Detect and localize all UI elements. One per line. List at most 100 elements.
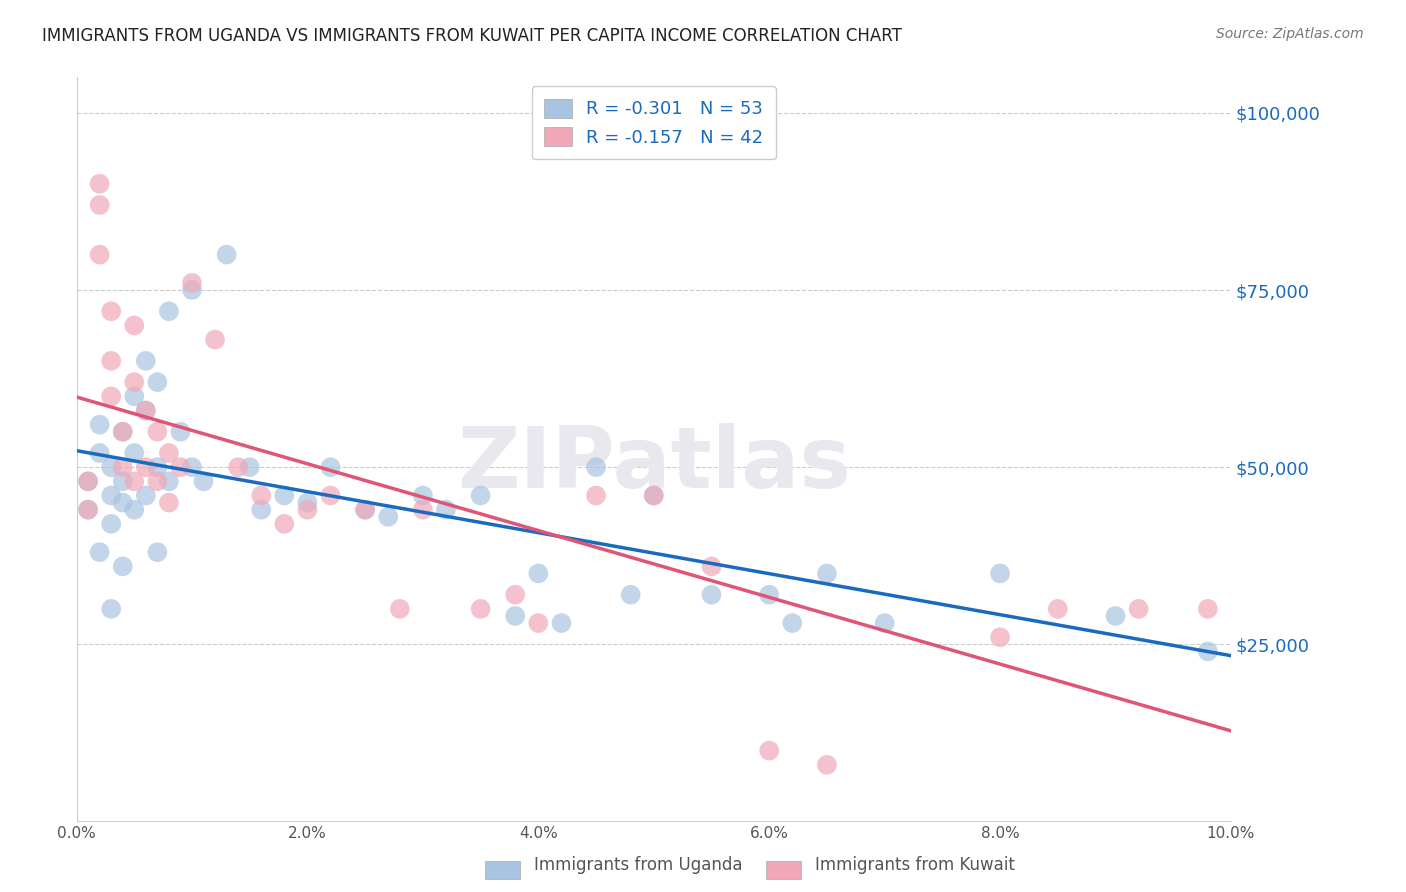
Text: IMMIGRANTS FROM UGANDA VS IMMIGRANTS FROM KUWAIT PER CAPITA INCOME CORRELATION C: IMMIGRANTS FROM UGANDA VS IMMIGRANTS FRO… <box>42 27 903 45</box>
Immigrants from Uganda <box>89 545 111 559</box>
Immigrants from Uganda <box>470 489 492 503</box>
Immigrants from Uganda <box>100 516 122 531</box>
Immigrants from Kuwait <box>100 304 122 318</box>
Immigrants from Uganda <box>250 502 273 516</box>
Immigrants from Kuwait <box>157 446 180 460</box>
Immigrants from Uganda <box>100 602 122 616</box>
Immigrants from Uganda <box>239 460 262 475</box>
Immigrants from Uganda <box>135 354 157 368</box>
Immigrants from Kuwait <box>124 375 146 389</box>
Immigrants from Uganda <box>135 403 157 417</box>
Immigrants from Uganda <box>193 475 215 489</box>
Immigrants from Uganda <box>169 425 191 439</box>
Immigrants from Kuwait <box>169 460 191 475</box>
Immigrants from Kuwait <box>412 502 434 516</box>
Immigrants from Kuwait <box>100 389 122 403</box>
Immigrants from Kuwait <box>354 502 377 516</box>
Immigrants from Uganda <box>124 502 146 516</box>
Immigrants from Uganda <box>297 495 319 509</box>
Immigrants from Kuwait <box>1197 602 1219 616</box>
Immigrants from Uganda <box>354 502 377 516</box>
Immigrants from Uganda <box>412 489 434 503</box>
Immigrants from Uganda <box>157 304 180 318</box>
Immigrants from Uganda <box>124 389 146 403</box>
Immigrants from Kuwait <box>100 354 122 368</box>
Immigrants from Uganda <box>527 566 550 581</box>
Immigrants from Kuwait <box>89 247 111 261</box>
Immigrants from Uganda <box>319 460 342 475</box>
Immigrants from Uganda <box>873 615 896 630</box>
Immigrants from Kuwait <box>643 489 665 503</box>
Immigrants from Uganda <box>146 545 169 559</box>
Immigrants from Kuwait <box>111 425 134 439</box>
Immigrants from Kuwait <box>585 489 607 503</box>
Immigrants from Kuwait <box>250 489 273 503</box>
Immigrants from Kuwait <box>181 276 204 290</box>
Immigrants from Uganda <box>181 283 204 297</box>
Immigrants from Kuwait <box>815 757 838 772</box>
Immigrants from Uganda <box>100 460 122 475</box>
Immigrants from Kuwait <box>146 475 169 489</box>
Immigrants from Uganda <box>111 495 134 509</box>
Immigrants from Uganda <box>89 446 111 460</box>
Immigrants from Uganda <box>377 509 399 524</box>
Immigrants from Kuwait <box>527 615 550 630</box>
Immigrants from Uganda <box>135 489 157 503</box>
Immigrants from Uganda <box>1104 609 1126 624</box>
Immigrants from Kuwait <box>124 318 146 333</box>
Immigrants from Kuwait <box>758 743 780 757</box>
Immigrants from Uganda <box>215 247 238 261</box>
Immigrants from Kuwait <box>146 425 169 439</box>
Immigrants from Kuwait <box>124 475 146 489</box>
Immigrants from Uganda <box>111 425 134 439</box>
Immigrants from Uganda <box>815 566 838 581</box>
Immigrants from Uganda <box>503 609 526 624</box>
Immigrants from Uganda <box>157 475 180 489</box>
Immigrants from Kuwait <box>1046 602 1069 616</box>
Immigrants from Kuwait <box>700 559 723 574</box>
Immigrants from Uganda <box>1197 644 1219 658</box>
Immigrants from Uganda <box>111 559 134 574</box>
Immigrants from Uganda <box>146 375 169 389</box>
Text: ZIPatlas: ZIPatlas <box>457 423 851 506</box>
Immigrants from Uganda <box>273 489 295 503</box>
Immigrants from Uganda <box>988 566 1011 581</box>
Immigrants from Kuwait <box>157 495 180 509</box>
Immigrants from Kuwait <box>89 177 111 191</box>
Immigrants from Uganda <box>434 502 457 516</box>
Immigrants from Uganda <box>782 615 804 630</box>
Text: Immigrants from Uganda: Immigrants from Uganda <box>534 856 742 874</box>
Immigrants from Kuwait <box>111 460 134 475</box>
Immigrants from Kuwait <box>388 602 411 616</box>
Immigrants from Kuwait <box>297 502 319 516</box>
Immigrants from Kuwait <box>988 630 1011 644</box>
Text: Immigrants from Kuwait: Immigrants from Kuwait <box>815 856 1015 874</box>
Immigrants from Uganda <box>181 460 204 475</box>
Immigrants from Kuwait <box>470 602 492 616</box>
Immigrants from Uganda <box>700 588 723 602</box>
Immigrants from Kuwait <box>89 198 111 212</box>
Legend: R = -0.301   N = 53, R = -0.157   N = 42: R = -0.301 N = 53, R = -0.157 N = 42 <box>531 87 776 160</box>
Immigrants from Kuwait <box>135 403 157 417</box>
Immigrants from Uganda <box>643 489 665 503</box>
Immigrants from Kuwait <box>77 502 100 516</box>
Immigrants from Uganda <box>758 588 780 602</box>
Immigrants from Uganda <box>100 489 122 503</box>
Immigrants from Kuwait <box>1128 602 1150 616</box>
Immigrants from Uganda <box>124 446 146 460</box>
Immigrants from Uganda <box>77 475 100 489</box>
Immigrants from Uganda <box>585 460 607 475</box>
Immigrants from Kuwait <box>135 460 157 475</box>
Immigrants from Kuwait <box>503 588 526 602</box>
Immigrants from Kuwait <box>226 460 249 475</box>
Immigrants from Uganda <box>77 502 100 516</box>
Immigrants from Kuwait <box>273 516 295 531</box>
Immigrants from Kuwait <box>77 475 100 489</box>
Immigrants from Uganda <box>620 588 643 602</box>
Immigrants from Uganda <box>146 460 169 475</box>
Immigrants from Kuwait <box>319 489 342 503</box>
Immigrants from Uganda <box>550 615 572 630</box>
Immigrants from Uganda <box>89 417 111 432</box>
Text: Source: ZipAtlas.com: Source: ZipAtlas.com <box>1216 27 1364 41</box>
Immigrants from Kuwait <box>204 333 226 347</box>
